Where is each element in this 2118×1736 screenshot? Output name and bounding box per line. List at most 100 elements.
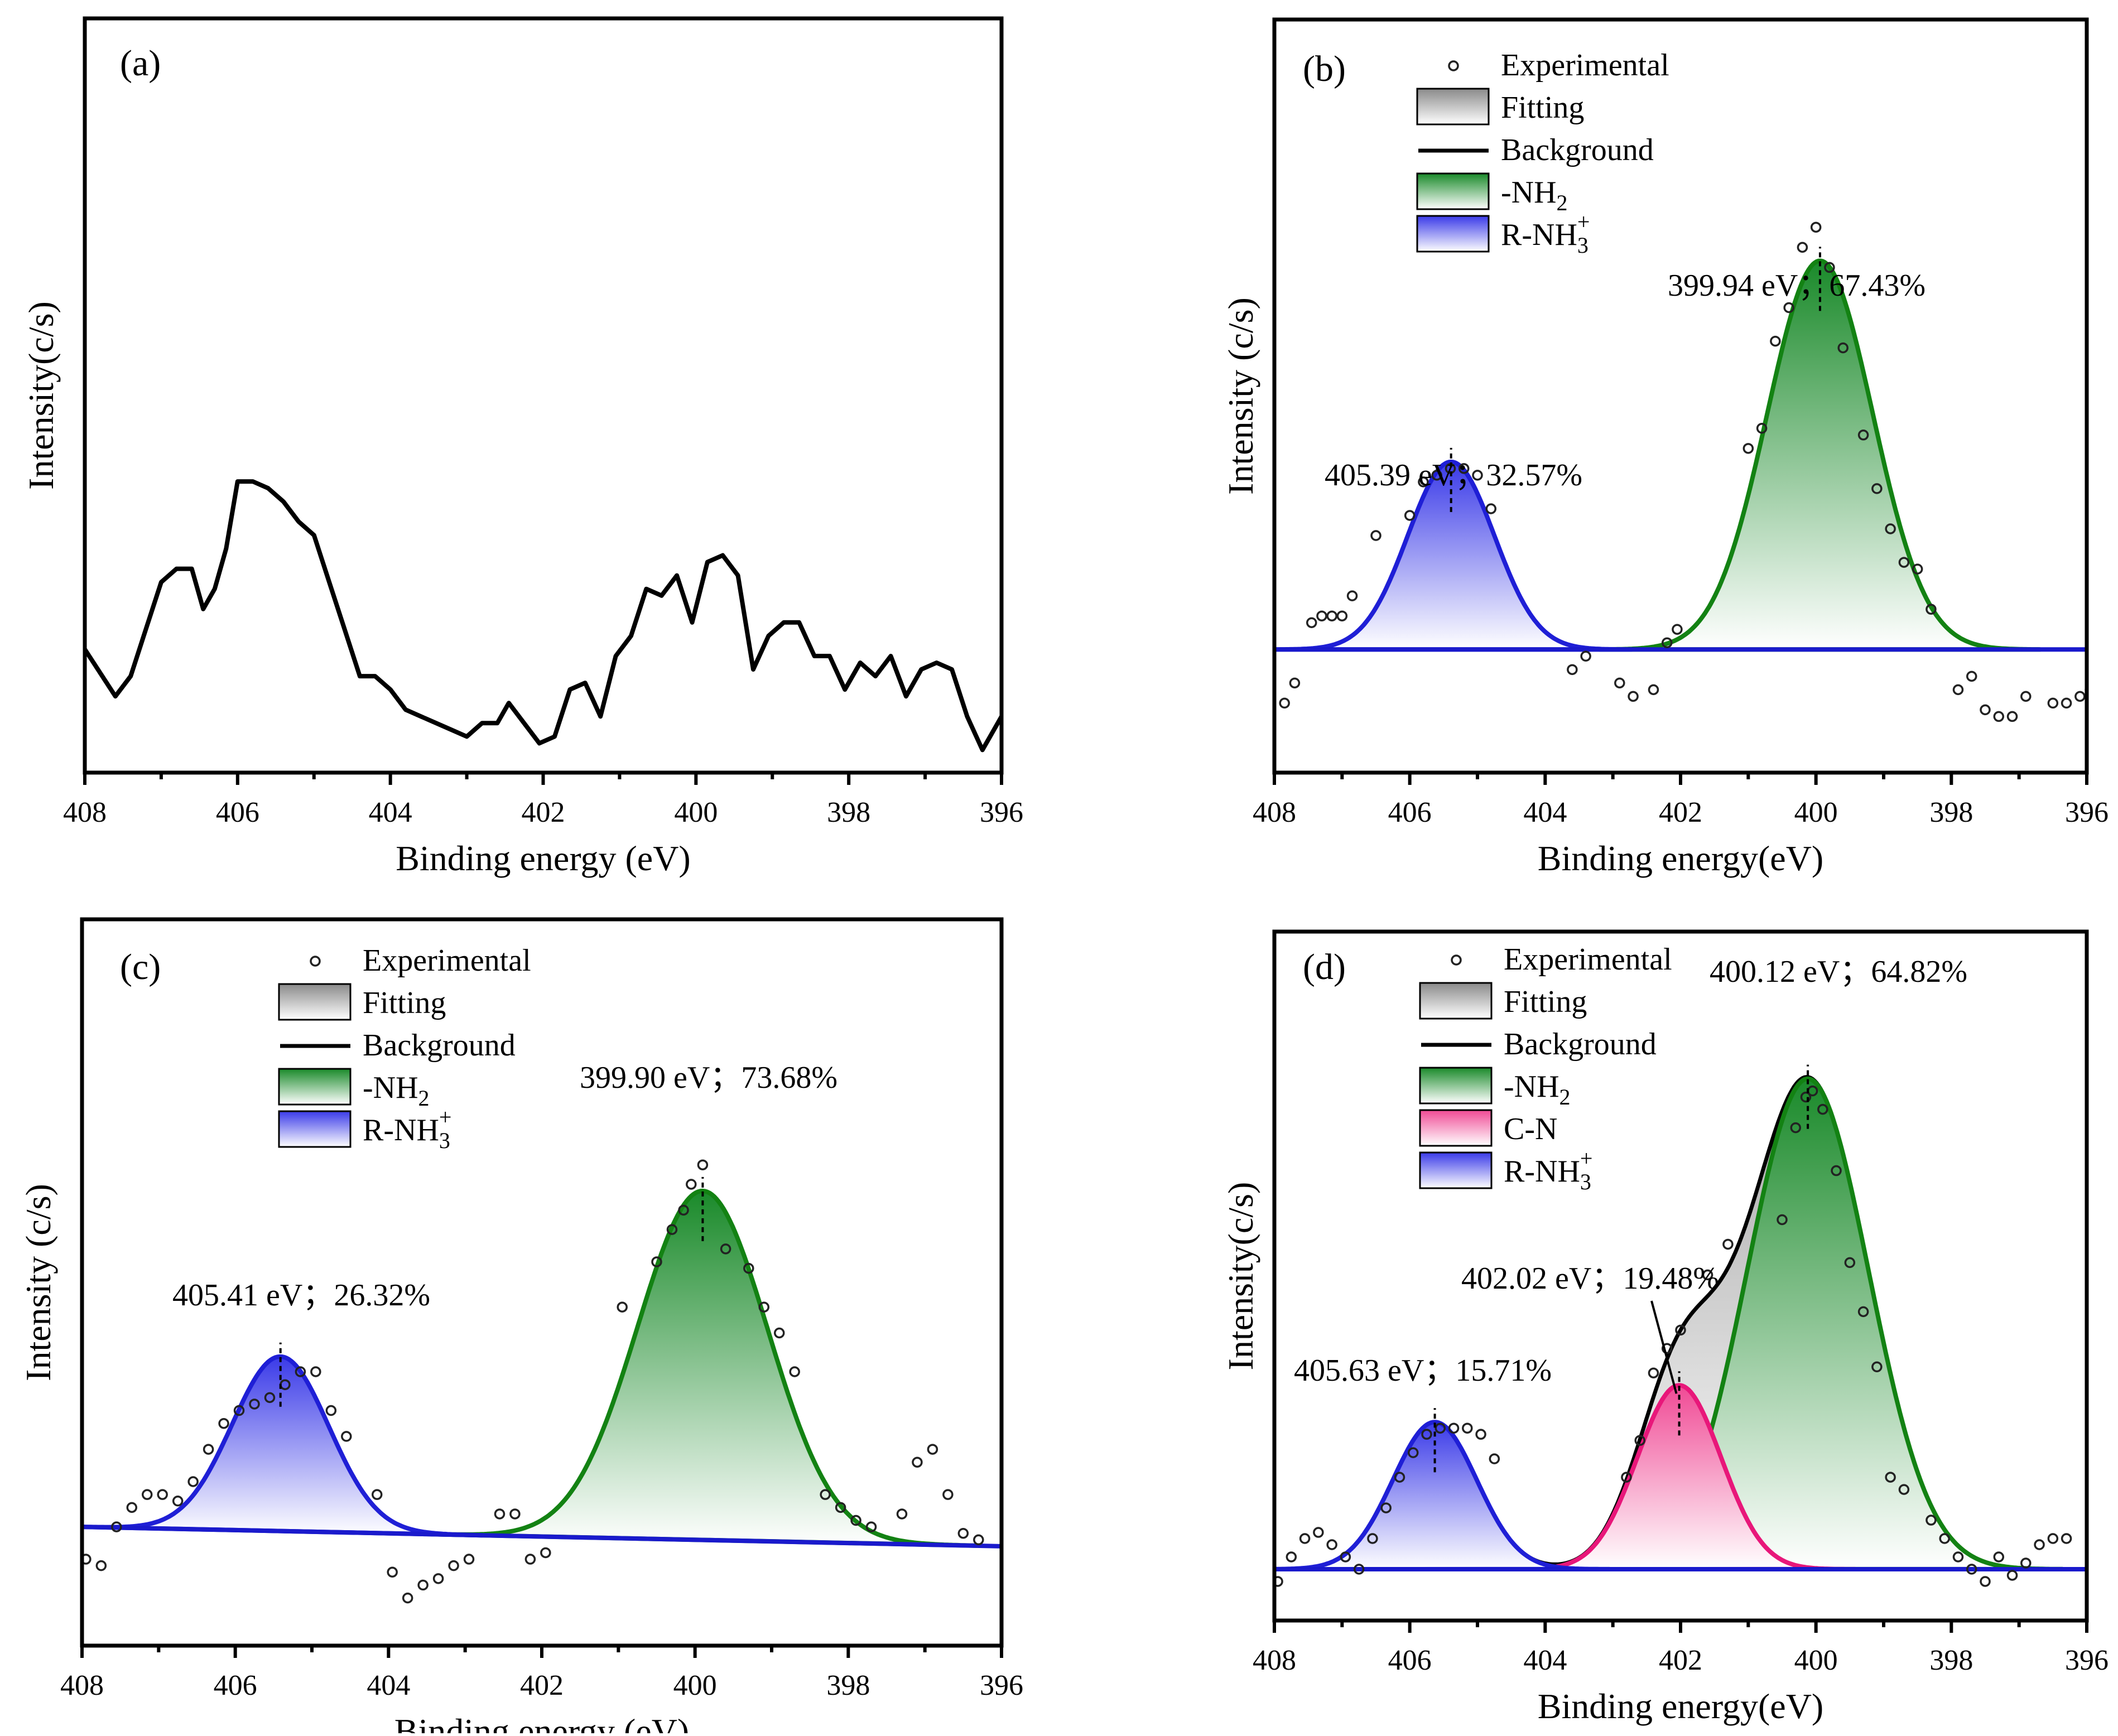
experimental-point (1926, 1515, 1937, 1526)
experimental-point (1722, 1238, 1734, 1250)
legend-label-cn: C-N (1504, 1112, 1557, 1146)
experimental-point (1472, 470, 1483, 481)
experimental-point (1993, 1551, 2005, 1563)
experimental-point (1966, 1564, 1977, 1575)
legend-label-rnh3: R-NH3+ (1504, 1146, 1592, 1194)
experimental-point (249, 1399, 260, 1410)
experimental-point (1326, 1539, 1337, 1550)
experimental-point (1346, 590, 1358, 601)
legend-label-background: Background (363, 1028, 516, 1063)
experimental-point (820, 1489, 831, 1500)
x-tick-label: 406 (1388, 797, 1432, 828)
x-tick-label: 398 (826, 1670, 870, 1701)
legend-label-background: Background (1504, 1027, 1657, 1062)
experimental-point (773, 1327, 785, 1339)
experimental-point (1952, 1551, 1964, 1563)
experimental-point (2061, 697, 2072, 709)
experimental-point (2020, 691, 2032, 702)
legend-subscript: 2 (1559, 1084, 1571, 1110)
experimental-point (463, 1554, 475, 1565)
experimental-point (432, 1573, 444, 1584)
panel-label: (d) (1303, 947, 1346, 987)
experimental-point (1742, 443, 1754, 454)
experimental-point (1279, 697, 1290, 709)
x-axis-title: Binding energy(eV) (1538, 838, 1823, 878)
experimental-point (2034, 1539, 2045, 1550)
experimental-point (789, 1366, 800, 1377)
experimental-point (1580, 650, 1591, 662)
x-axis-title: Binding energy (eV) (394, 1711, 689, 1733)
experimental-point (896, 1508, 908, 1520)
experimental-point (1790, 1122, 1802, 1134)
experimental-point (1871, 1361, 1883, 1373)
experimental-point (95, 1560, 107, 1571)
experimental-point (927, 1444, 938, 1455)
legend-swatch-rnh3 (278, 1110, 352, 1148)
experimental-point (1475, 1429, 1486, 1440)
experimental-point (2020, 1557, 2032, 1569)
experimental-point (2047, 1533, 2059, 1544)
experimental-point (2074, 691, 2086, 702)
experimental-point (187, 1476, 199, 1487)
x-tick-label: 396 (980, 1670, 1023, 1701)
experimental-point (1871, 483, 1883, 494)
experimental-point (1489, 1453, 1500, 1464)
background-line (82, 1525, 1002, 1549)
experimental-point (111, 1521, 122, 1532)
x-axis-title: Binding energy (eV) (396, 838, 690, 878)
experimental-point (651, 1256, 662, 1267)
peak-rnh3 (1274, 459, 1634, 652)
experimental-point (1857, 1306, 1869, 1318)
experimental-point (417, 1579, 429, 1591)
x-tick-label: 396 (2065, 797, 2109, 828)
experimental-point (1394, 1472, 1405, 1483)
experimental-point (1770, 335, 1781, 347)
experimental-point (2061, 1533, 2072, 1544)
legend-label-fitting: Fitting (363, 986, 446, 1020)
plot-frame (1272, 17, 2089, 775)
peak-annotation: 399.94 eV；67.43% (1668, 268, 1926, 303)
experimental-point (1993, 711, 2005, 722)
experimental-point (1407, 1447, 1419, 1458)
experimental-point (1316, 610, 1327, 621)
experimental-point (126, 1502, 138, 1513)
experimental-point (448, 1560, 459, 1571)
experimental-point (1380, 1502, 1392, 1513)
experimental-point (1286, 1551, 1297, 1563)
panel-b: 399.94 eV；67.43% 405.39 eV；32.57% 408 406 40… (1221, 17, 2109, 878)
x-tick-label: 398 (1929, 797, 1973, 828)
x-tick-label: 400 (674, 797, 718, 828)
peak-annotation: 405.41 eV；26.32% (172, 1278, 430, 1313)
peak-annotation: 402.02 eV；19.48% (1461, 1261, 1719, 1296)
y-axis-title: Intensity(c/s) (1221, 1182, 1260, 1371)
experimental-point (1435, 1422, 1446, 1434)
experimental-point (1980, 1576, 1991, 1587)
legend-swatch-nh2 (278, 1068, 352, 1106)
experimental-point (850, 1515, 861, 1526)
experimental-point (1648, 684, 1659, 696)
experimental-point (1648, 1367, 1659, 1379)
experimental-point (2047, 697, 2059, 709)
legend-swatch-rnh3 (1419, 1151, 1493, 1189)
experimental-point (1621, 1472, 1632, 1483)
panel-d: 400.12 eV；64.82% 402.02 eV；19.48% 405.63 e… (1221, 929, 2109, 1726)
legend-label-experimental: Experimental (1504, 942, 1672, 977)
x-tick-label: 396 (980, 797, 1023, 828)
experimental-point (973, 1534, 984, 1546)
peak-nh2 (1597, 258, 2043, 652)
experimental-point (1462, 1422, 1473, 1434)
x-tick-label: 402 (1659, 1645, 1702, 1676)
x-tick-label: 406 (216, 797, 259, 828)
experimental-point (942, 1489, 954, 1500)
experimental-point (141, 1489, 153, 1500)
experimental-point (264, 1392, 276, 1404)
plot-area (85, 479, 1002, 753)
experimental-point (218, 1417, 229, 1429)
peak-rnh3 (1274, 1420, 1612, 1571)
legend-label-fitting: Fitting (1501, 90, 1584, 125)
x-tick-label: 408 (63, 797, 107, 828)
experimental-point (524, 1554, 536, 1565)
experimental-point (1831, 1165, 1842, 1176)
